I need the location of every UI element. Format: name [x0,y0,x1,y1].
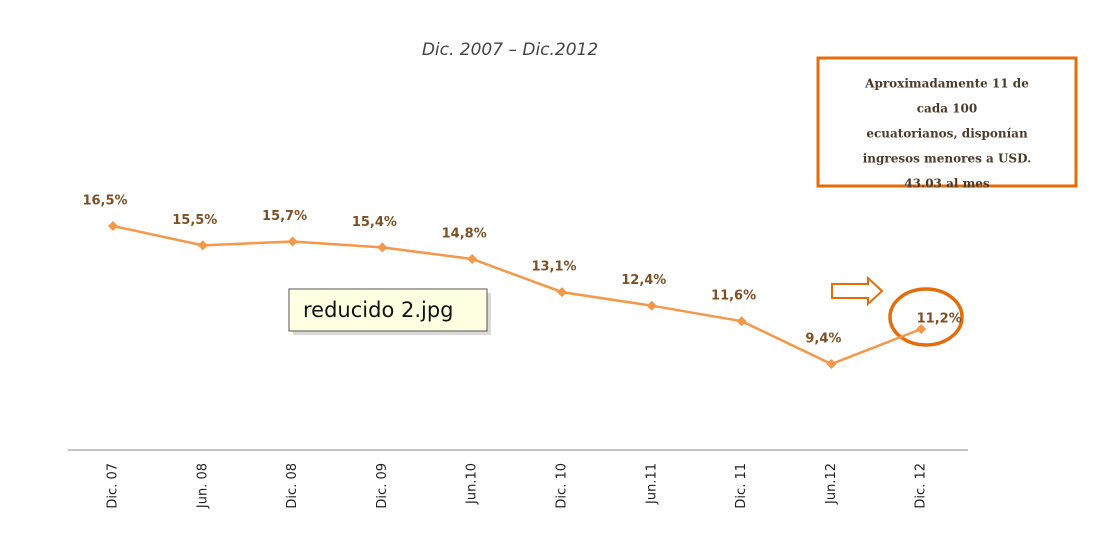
data-label: 16,5% [82,194,127,209]
marker [916,324,927,335]
annotation-line: 43.03 al mes [904,177,990,191]
annotation-line: ecuatorianos, disponían [866,127,1028,141]
marker [557,287,567,298]
tooltip-box [288,288,488,332]
marker [377,242,388,253]
marker [467,254,478,265]
x-tick-label: Dic. 09 [375,463,390,509]
x-tick-label: Jun.11 [644,463,659,505]
annotation-line: cada 100 [917,102,977,116]
data-label: 14,8% [442,227,487,242]
marker [826,359,837,369]
chart-title: Dic. 2007 – Dic.2012 [422,40,598,60]
marker [197,240,208,251]
data-label: 15,5% [172,213,217,228]
marker [736,316,747,327]
annotation-line: ingresos menores a USD. [863,152,1032,166]
x-tick-label: Dic. 11 [734,463,749,509]
x-tick-label: Dic. 08 [285,463,300,509]
x-tick-label: Jun.12 [824,463,839,505]
marker [108,221,118,231]
x-tick-label: Jun. 08 [195,463,210,509]
line [112,224,922,366]
x-tick-label: Dic. 12 [914,463,929,509]
data-label: 12,4% [621,273,666,288]
annotation-box [816,56,1078,188]
data-label: 15,4% [352,215,397,230]
arrow [831,275,884,307]
x-tick-label: Dic. 10 [555,463,570,509]
marker [287,236,298,247]
data-label: 11,2% [917,312,962,327]
data-label: 13,1% [531,260,576,275]
data-label: 11,6% [711,289,756,304]
tooltip: reducido 2.jpg [288,288,491,335]
tooltip-text: reducido 2.jpg [303,298,454,322]
data-label: 9,4% [805,332,841,347]
annotation-line: Aproximadamente 11 de [864,77,1029,91]
data-label: 15,7% [262,209,307,224]
highlight-circle [888,287,964,347]
x-tick-label: Dic. 07 [106,463,121,509]
x-tick-label: Jun.10 [465,463,480,505]
marker [646,300,657,311]
